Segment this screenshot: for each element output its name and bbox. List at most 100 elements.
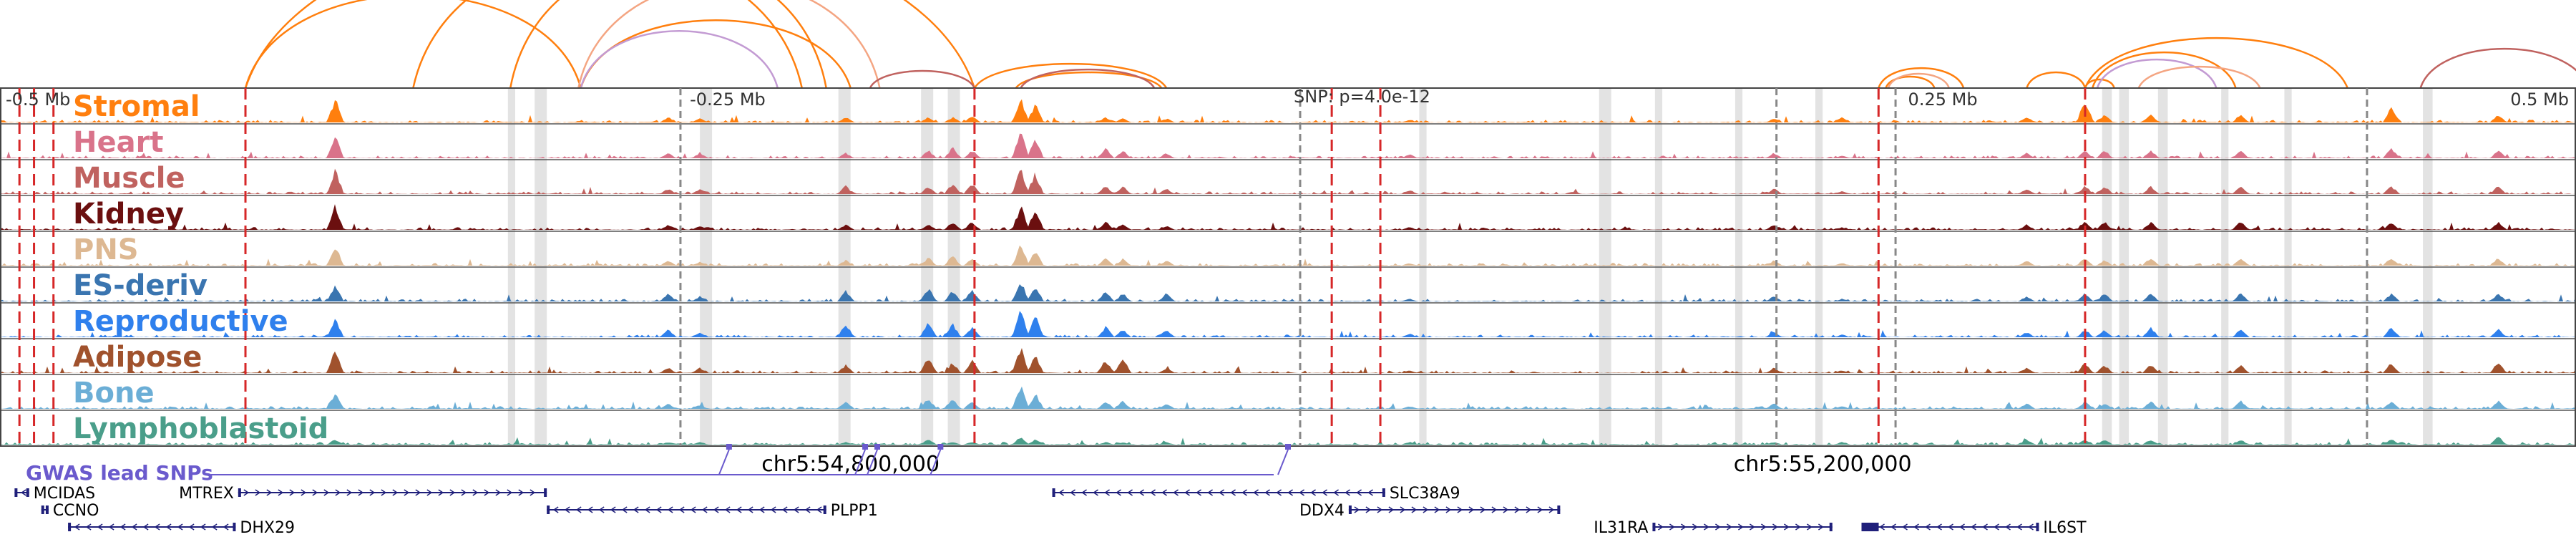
track-label-lymphoblastoid: Lymphoblastoid bbox=[73, 412, 328, 445]
signal-heart bbox=[0, 133, 2576, 158]
gene-exon bbox=[233, 523, 236, 531]
track-label-pns: PNS bbox=[73, 233, 139, 266]
strand-arrow bbox=[369, 489, 376, 496]
gene-exon bbox=[1052, 488, 1055, 497]
strand-arrow bbox=[530, 489, 536, 496]
strand-arrow bbox=[1219, 489, 1224, 496]
loop-arc bbox=[2137, 65, 2261, 89]
gene-exon bbox=[2036, 523, 2039, 531]
gene-exon bbox=[238, 488, 241, 497]
strand-arrow bbox=[758, 506, 765, 513]
strand-arrow bbox=[1890, 523, 1896, 531]
strand-arrow bbox=[1196, 489, 1201, 496]
relative-tick-label: -0.25 Mb bbox=[690, 90, 766, 110]
strand-arrow bbox=[154, 523, 160, 531]
gene-mtrex: MTREX bbox=[179, 485, 547, 503]
loop-arc bbox=[577, 0, 881, 89]
track-label-es-deriv: ES-deriv bbox=[73, 269, 208, 302]
strand-arrow bbox=[575, 506, 582, 513]
strand-arrow bbox=[1241, 489, 1247, 496]
loop-arc bbox=[869, 69, 976, 89]
strand-arrow bbox=[1445, 506, 1452, 513]
strand-arrow bbox=[747, 506, 753, 513]
strand-arrow bbox=[1116, 489, 1121, 496]
strand-arrow bbox=[518, 489, 525, 496]
strand-arrow bbox=[1868, 523, 1873, 531]
gene-slc38a9: SLC38A9 bbox=[1052, 485, 1460, 503]
strand-arrow bbox=[223, 523, 229, 531]
strand-arrow bbox=[1367, 489, 1373, 496]
strand-arrow bbox=[142, 523, 149, 531]
strand-arrow bbox=[1354, 506, 1360, 513]
track-label-muscle: Muscle bbox=[73, 162, 185, 195]
strand-arrow bbox=[1959, 523, 1965, 531]
signal-stromal bbox=[0, 99, 2576, 122]
signal-reproductive bbox=[0, 311, 2576, 337]
gene-exon bbox=[14, 488, 18, 497]
strand-arrow bbox=[438, 489, 444, 496]
gene-label: IL6ST bbox=[2043, 519, 2087, 537]
strand-arrow bbox=[1345, 489, 1350, 496]
strand-arrow bbox=[2005, 523, 2011, 531]
strand-arrow bbox=[1299, 489, 1304, 496]
track-label-stromal: Stromal bbox=[73, 90, 200, 123]
strand-arrow bbox=[108, 523, 114, 531]
strand-arrow bbox=[1514, 506, 1521, 513]
strand-arrow bbox=[610, 506, 616, 513]
strand-arrow bbox=[1715, 523, 1721, 531]
snp-pvalue-label: SNP: p=4.0e-12 bbox=[1294, 87, 1430, 107]
loop-arc bbox=[244, 0, 582, 89]
strand-arrow bbox=[1692, 523, 1698, 531]
strand-arrow bbox=[415, 489, 421, 496]
strand-arrow bbox=[1264, 489, 1270, 496]
chrom-coordinate-label: chr5:54,800,000 bbox=[761, 452, 940, 477]
track-label-kidney: Kidney bbox=[73, 198, 184, 231]
strand-arrow bbox=[1669, 523, 1675, 531]
strand-arrow bbox=[278, 489, 284, 496]
strand-arrow bbox=[564, 506, 570, 513]
gene-label: MTREX bbox=[179, 485, 234, 503]
loop-arc bbox=[1020, 68, 1156, 89]
gene-label: SLC38A9 bbox=[1390, 485, 1460, 503]
relative-tick-label: 0.5 Mb bbox=[2510, 90, 2569, 110]
strand-arrow bbox=[598, 506, 605, 513]
strand-arrow bbox=[1658, 523, 1664, 531]
gwas-snp-connector bbox=[854, 449, 866, 475]
strand-arrow bbox=[97, 523, 103, 531]
gene-exon bbox=[823, 505, 826, 514]
strand-arrow bbox=[74, 523, 80, 531]
strand-arrow bbox=[1526, 506, 1532, 513]
strand-arrow bbox=[1994, 523, 1999, 531]
signal-lymphoblastoid bbox=[0, 437, 2576, 445]
gene-label: PLPP1 bbox=[831, 502, 878, 520]
loop-arc bbox=[973, 62, 1168, 89]
strand-arrow bbox=[200, 523, 206, 531]
strand-arrow bbox=[1333, 489, 1339, 496]
gene-exon bbox=[547, 505, 550, 514]
strand-arrow bbox=[177, 523, 183, 531]
strand-arrow bbox=[1761, 523, 1767, 531]
gene-label: CCNO bbox=[53, 502, 99, 520]
gene-label: DHX29 bbox=[240, 519, 295, 537]
strand-arrow bbox=[736, 506, 742, 513]
strand-arrow bbox=[701, 506, 708, 513]
strand-arrow bbox=[507, 489, 513, 496]
gene-label: DDX4 bbox=[1299, 502, 1345, 520]
strand-arrow bbox=[1173, 489, 1179, 496]
strand-arrow bbox=[1902, 523, 1908, 531]
track-label-adipose: Adipose bbox=[73, 341, 202, 374]
track-labels: StromalHeartMuscleKidneyPNSES-derivRepro… bbox=[73, 90, 328, 445]
chromatin-loop-arcs bbox=[244, 0, 2576, 89]
strand-arrow bbox=[1727, 523, 1732, 531]
gene-exon bbox=[544, 488, 547, 497]
strand-arrow bbox=[724, 506, 731, 513]
relative-tick-label: 0.25 Mb bbox=[1908, 90, 1978, 110]
strand-arrow bbox=[461, 489, 467, 496]
signal-kidney bbox=[0, 204, 2576, 230]
strand-arrow bbox=[1356, 489, 1362, 496]
chrom-coordinate-label: chr5:55,200,000 bbox=[1734, 452, 1912, 477]
strand-arrow bbox=[165, 523, 172, 531]
strand-arrow bbox=[1971, 523, 1976, 531]
gene-exon bbox=[1557, 505, 1561, 514]
gene-exon bbox=[1382, 488, 1385, 497]
